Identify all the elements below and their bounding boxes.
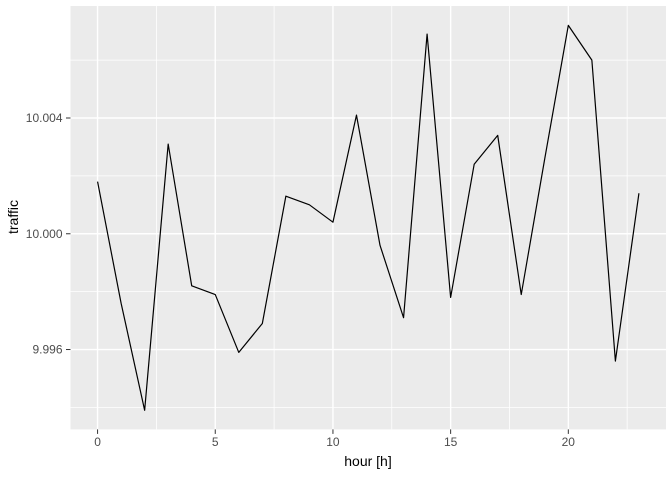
y-tick-label: 10.000 [26, 227, 63, 241]
y-axis-title: traffic [5, 200, 21, 234]
x-tick-label: 0 [94, 435, 101, 449]
x-tick-label: 15 [444, 435, 458, 449]
x-tick-label: 5 [212, 435, 219, 449]
y-tick-label: 10.004 [26, 111, 63, 125]
traffic-series-line [96, 24, 640, 411]
x-axis-title: hour [h] [344, 453, 392, 469]
x-tick-label: 10 [326, 435, 340, 449]
plot-panel [70, 6, 666, 430]
x-tick-label: 20 [562, 435, 576, 449]
y-tick-label: 9.996 [32, 343, 62, 357]
